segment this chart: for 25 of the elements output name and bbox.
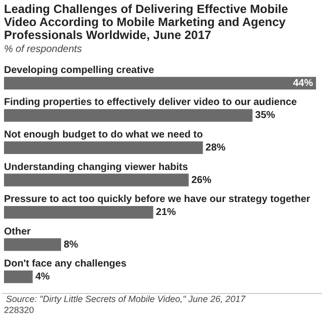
y-tick-label: Finding properties to effectively deliver video to our audience	[4, 97, 298, 108]
chart-title: Leading Challenges of Delivering Effective Mobile Video According to Mobile Marketing and Agency Professionals Worldwide, June 2017	[3, 1, 290, 42]
bar	[4, 76, 316, 90]
data-label: 21%	[156, 207, 176, 218]
data-label: 44%	[292, 78, 314, 89]
bar	[4, 270, 33, 284]
data-label: 35%	[255, 110, 276, 122]
y-tick-label: Don't face any challenges	[4, 258, 127, 270]
bar	[4, 141, 203, 154]
chart-subtitle: % of respondents	[3, 43, 83, 55]
data-label: 8%	[64, 239, 78, 250]
bar	[4, 206, 154, 219]
y-tick-label: Other	[4, 226, 31, 238]
data-label: 26%	[191, 174, 212, 186]
y-tick-label: Not enough budget to do what we need to	[4, 129, 203, 140]
bar	[4, 174, 189, 186]
data-label: 4%	[35, 272, 50, 283]
y-tick-label: Developing compelling creative	[4, 64, 154, 76]
y-tick-label: Pressure to act too quickly before we have our strategy together	[4, 194, 310, 206]
source-note: Source: "Dirty Little Secrets of Mobile Video," June 26, 2017	[2, 293, 322, 305]
text: 228320	[3, 305, 36, 315]
data-label: 28%	[206, 142, 226, 154]
y-tick-label: Understanding changing viewer habits	[4, 162, 188, 173]
bar	[4, 109, 253, 122]
bar	[4, 238, 62, 251]
